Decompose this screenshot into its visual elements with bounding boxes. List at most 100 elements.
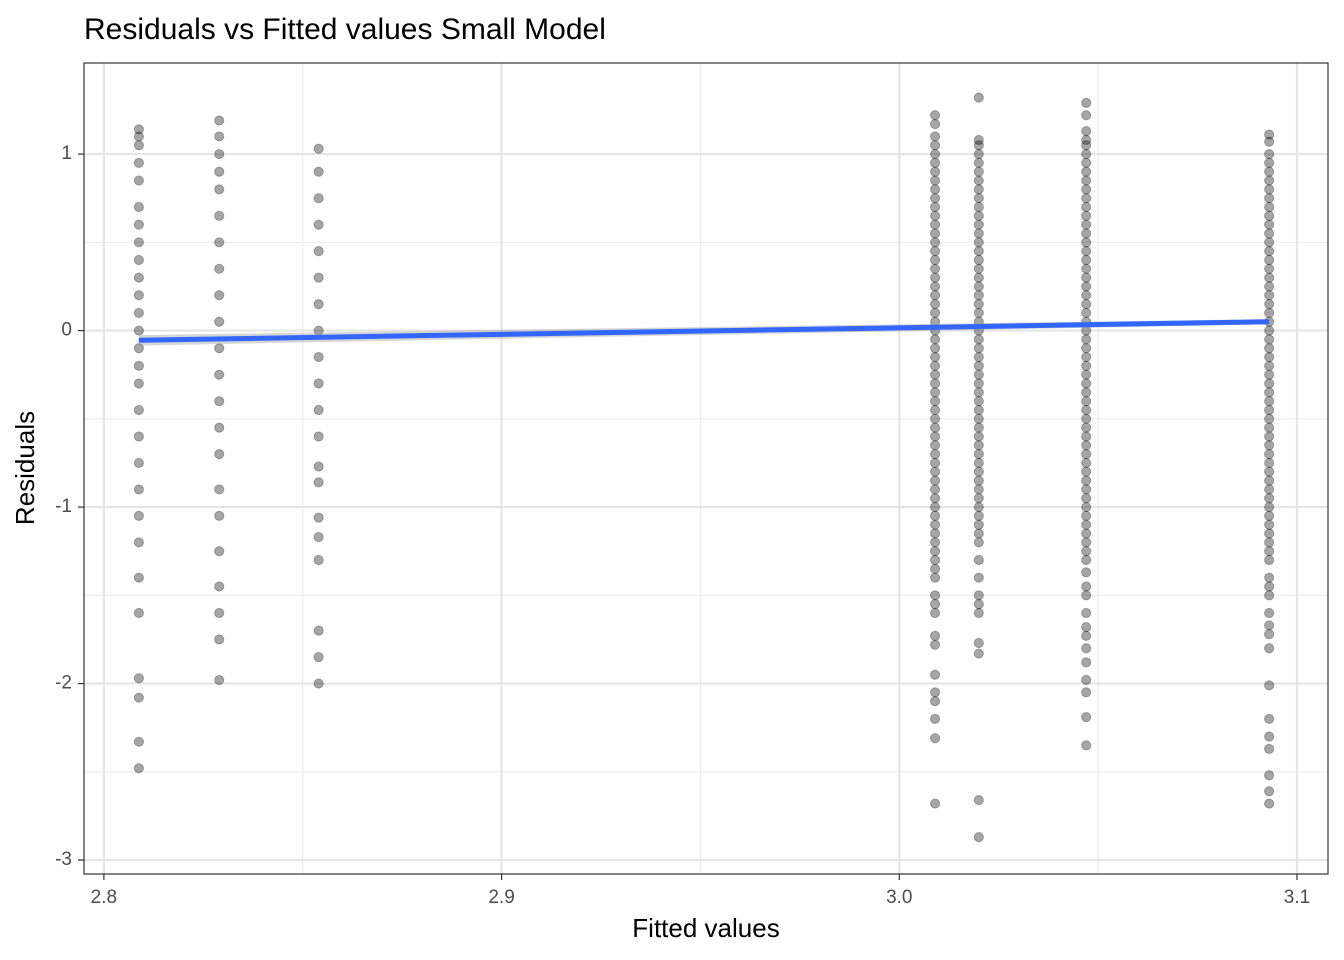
point: [1081, 422, 1092, 433]
point: [1264, 237, 1275, 248]
point: [133, 254, 144, 266]
point: [929, 228, 941, 239]
point: [1081, 228, 1092, 239]
point: [313, 554, 324, 566]
point: [1081, 387, 1092, 398]
point: [1264, 629, 1275, 640]
point: [133, 325, 144, 336]
point: [313, 477, 324, 488]
point: [1081, 404, 1092, 416]
point: [1081, 396, 1092, 407]
point: [929, 413, 941, 424]
point: [1081, 369, 1092, 380]
point: [133, 272, 144, 283]
point: [1081, 254, 1092, 266]
point: [1081, 140, 1092, 151]
point: [133, 237, 144, 248]
point: [1264, 272, 1275, 283]
point: [929, 118, 941, 130]
point: [1264, 246, 1275, 257]
x-tick-label: 3.0: [886, 887, 912, 908]
point: [313, 625, 324, 636]
point: [973, 210, 984, 221]
point: [1264, 493, 1275, 504]
point: [313, 166, 324, 177]
point: [973, 475, 984, 486]
point: [313, 219, 324, 230]
point: [133, 404, 144, 416]
point: [929, 334, 941, 345]
point: [1081, 219, 1092, 230]
point: [1081, 431, 1092, 442]
point: [929, 599, 941, 610]
point: [1081, 711, 1092, 723]
point: [929, 131, 941, 142]
point: [1264, 263, 1275, 274]
point: [1081, 175, 1092, 186]
point: [929, 254, 941, 266]
point: [1264, 422, 1275, 433]
point: [1081, 528, 1092, 539]
point: [1264, 501, 1275, 513]
point: [1264, 643, 1275, 654]
point: [214, 237, 225, 248]
point: [313, 512, 324, 523]
point: [929, 369, 941, 380]
point: [1081, 643, 1092, 654]
point: [1264, 620, 1275, 631]
point: [214, 607, 225, 619]
point: [1264, 157, 1275, 168]
point: [1264, 484, 1275, 495]
point: [313, 143, 324, 154]
point: [313, 246, 324, 257]
y-tick-label: 1: [61, 143, 72, 164]
point: [973, 599, 984, 610]
point: [929, 449, 941, 460]
point: [214, 210, 225, 221]
point: [214, 131, 225, 142]
point: [133, 140, 144, 151]
point: [133, 290, 144, 301]
point: [929, 378, 941, 389]
point: [1081, 554, 1092, 566]
point: [973, 307, 984, 319]
point: [973, 396, 984, 407]
point: [929, 696, 941, 707]
point: [973, 184, 984, 195]
point: [1081, 484, 1092, 495]
x-tick-label: 2.9: [488, 887, 514, 908]
point: [313, 193, 324, 204]
point: [973, 484, 984, 495]
point: [973, 246, 984, 257]
point: [973, 351, 984, 363]
point: [973, 431, 984, 442]
point: [973, 369, 984, 380]
point: [1081, 210, 1092, 221]
point: [1264, 129, 1275, 140]
point: [1264, 404, 1275, 416]
point: [1081, 501, 1092, 513]
point: [929, 404, 941, 416]
y-tick-label: 0: [61, 320, 72, 341]
point: [973, 298, 984, 310]
point: [929, 166, 941, 177]
point: [1081, 193, 1092, 204]
point: [973, 648, 984, 659]
point: [214, 510, 225, 521]
point: [929, 422, 941, 433]
point: [1081, 281, 1092, 292]
point: [929, 501, 941, 513]
point: [1264, 254, 1275, 266]
point: [133, 175, 144, 186]
point: [929, 484, 941, 495]
point: [973, 272, 984, 283]
point: [133, 484, 144, 495]
point: [929, 466, 941, 477]
point: [133, 673, 144, 684]
point: [1081, 290, 1092, 301]
point: [313, 461, 324, 472]
point: [973, 510, 984, 521]
point: [929, 563, 941, 574]
point: [1081, 457, 1092, 469]
